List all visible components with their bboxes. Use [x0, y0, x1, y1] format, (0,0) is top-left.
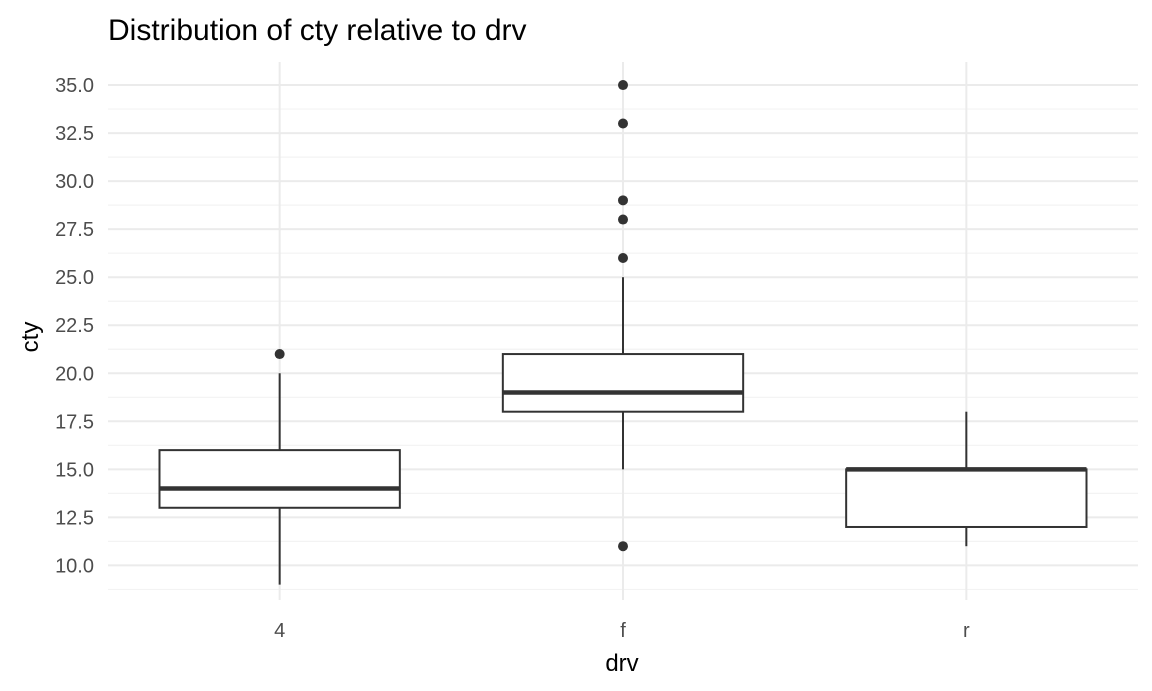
y-tick-label: 20.0 — [55, 363, 94, 385]
y-tick-labels: 10.0 12.5 15.0 17.5 20.0 22.5 25.0 27.5 30.0 32.5… — [55, 75, 94, 577]
x-tick-label: r — [963, 620, 970, 642]
y-tick-label: 32.5 — [55, 123, 94, 145]
box-r — [845, 411, 1088, 547]
y-axis-title: cty — [17, 322, 44, 353]
outlier-point — [618, 252, 628, 263]
outlier-point — [618, 118, 628, 129]
y-tick-label: 15.0 — [55, 459, 94, 481]
y-tick-label: 12.5 — [55, 507, 94, 529]
y-tick-label: 35.0 — [55, 75, 94, 97]
chart-title: Distribution of cty relative to drv — [108, 14, 527, 47]
y-tick-label: 27.5 — [55, 219, 94, 241]
box-rect — [845, 468, 1088, 528]
boxes-layer — [158, 80, 1088, 585]
y-tick-label: 17.5 — [55, 411, 94, 433]
box-f — [501, 80, 745, 552]
x-tick-label: f — [620, 620, 626, 642]
box-rect — [501, 353, 745, 413]
outlier-point — [274, 349, 285, 360]
x-tick-labels: 4 f r — [274, 620, 970, 642]
y-tick-label: 10.0 — [55, 555, 94, 577]
box-4 — [158, 349, 401, 585]
outlier-point — [618, 214, 628, 225]
outlier-point — [618, 195, 628, 206]
y-tick-label: 22.5 — [55, 315, 94, 337]
outlier-point — [618, 541, 628, 552]
box-rect — [158, 449, 401, 509]
x-tick-label: 4 — [274, 620, 285, 642]
y-tick-label: 25.0 — [55, 267, 94, 289]
x-axis-title: drv — [605, 650, 638, 677]
outlier-point — [618, 80, 628, 91]
y-tick-label: 30.0 — [55, 171, 94, 193]
